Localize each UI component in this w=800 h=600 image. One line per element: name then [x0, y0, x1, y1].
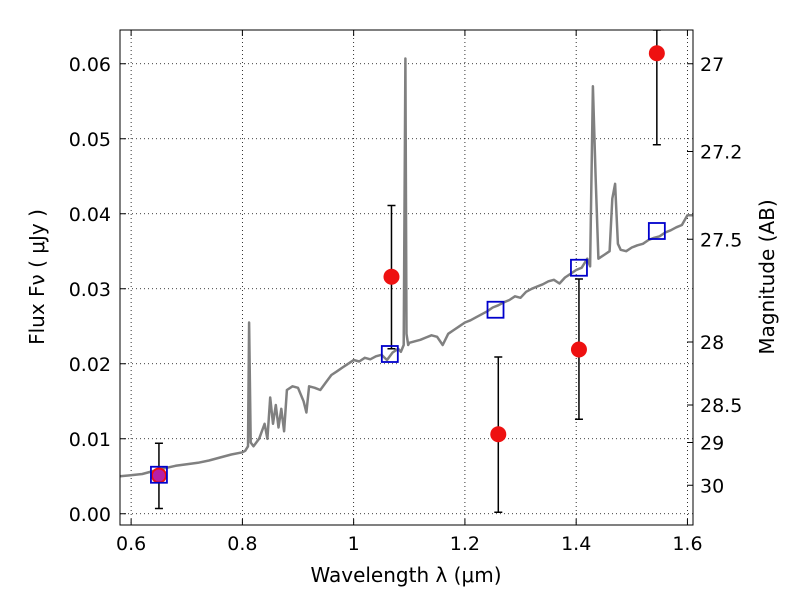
y-tick-label: 0.06: [69, 54, 111, 76]
y-tick-label: 0.00: [69, 504, 111, 526]
observed-point: [570, 341, 587, 358]
y2-tick-label: 28.5: [700, 395, 742, 417]
model-sed-line: [120, 57, 693, 478]
y2-tick-label: 27: [700, 54, 724, 76]
model-photometry-point: [380, 345, 399, 363]
y-axis-ticks: 0.00 0.01 0.02 0.03 0.04 0.05 0.06: [69, 54, 126, 526]
y-tick-label: 0.04: [69, 204, 111, 226]
x-tick-label: 1.6: [672, 533, 702, 555]
x-tick-label: 0.8: [227, 533, 257, 555]
y-tick-label: 0.02: [69, 354, 111, 376]
y2-tick-label: 28: [700, 332, 724, 354]
y-tick-label: 0.03: [69, 279, 111, 301]
y2-axis-ticks: 27 27.2 27.5 28 28.5 29 30: [687, 54, 742, 497]
observed-point: [383, 268, 400, 285]
model-photometry-point: [647, 222, 666, 240]
x-tick-label: 0.6: [116, 533, 146, 555]
y2-tick-label: 27.2: [700, 142, 742, 164]
y2-tick-label: 29: [700, 433, 724, 455]
y2-tick-label: 30: [700, 475, 724, 497]
x-tick-label: 1: [348, 533, 360, 555]
observed-point: [490, 426, 507, 443]
y-axis-title: Flux Fν ( μJy ): [25, 209, 49, 345]
y2-axis-title: Magnitude (AB): [755, 199, 779, 354]
plot-frame: [119, 29, 694, 526]
overlap-point: [152, 469, 165, 482]
model-photometry-point: [570, 258, 588, 277]
model-photometry-point: [486, 300, 505, 319]
x-tick-label: 1.2: [450, 533, 480, 555]
x-tick-label: 1.4: [561, 533, 591, 555]
x-axis-title: Wavelength λ (μm): [310, 563, 501, 587]
model-photometry-points: [150, 222, 666, 484]
observed-point: [648, 45, 665, 62]
y-tick-label: 0.01: [69, 429, 111, 451]
model-sed-layer: [120, 57, 693, 478]
model-photometry-point: [150, 465, 168, 484]
x-axis-ticks: 0.6 0.8 1 1.2 1.4 1.6: [116, 30, 703, 555]
y-tick-label: 0.05: [69, 129, 111, 151]
y2-tick-label: 27.5: [700, 229, 742, 251]
